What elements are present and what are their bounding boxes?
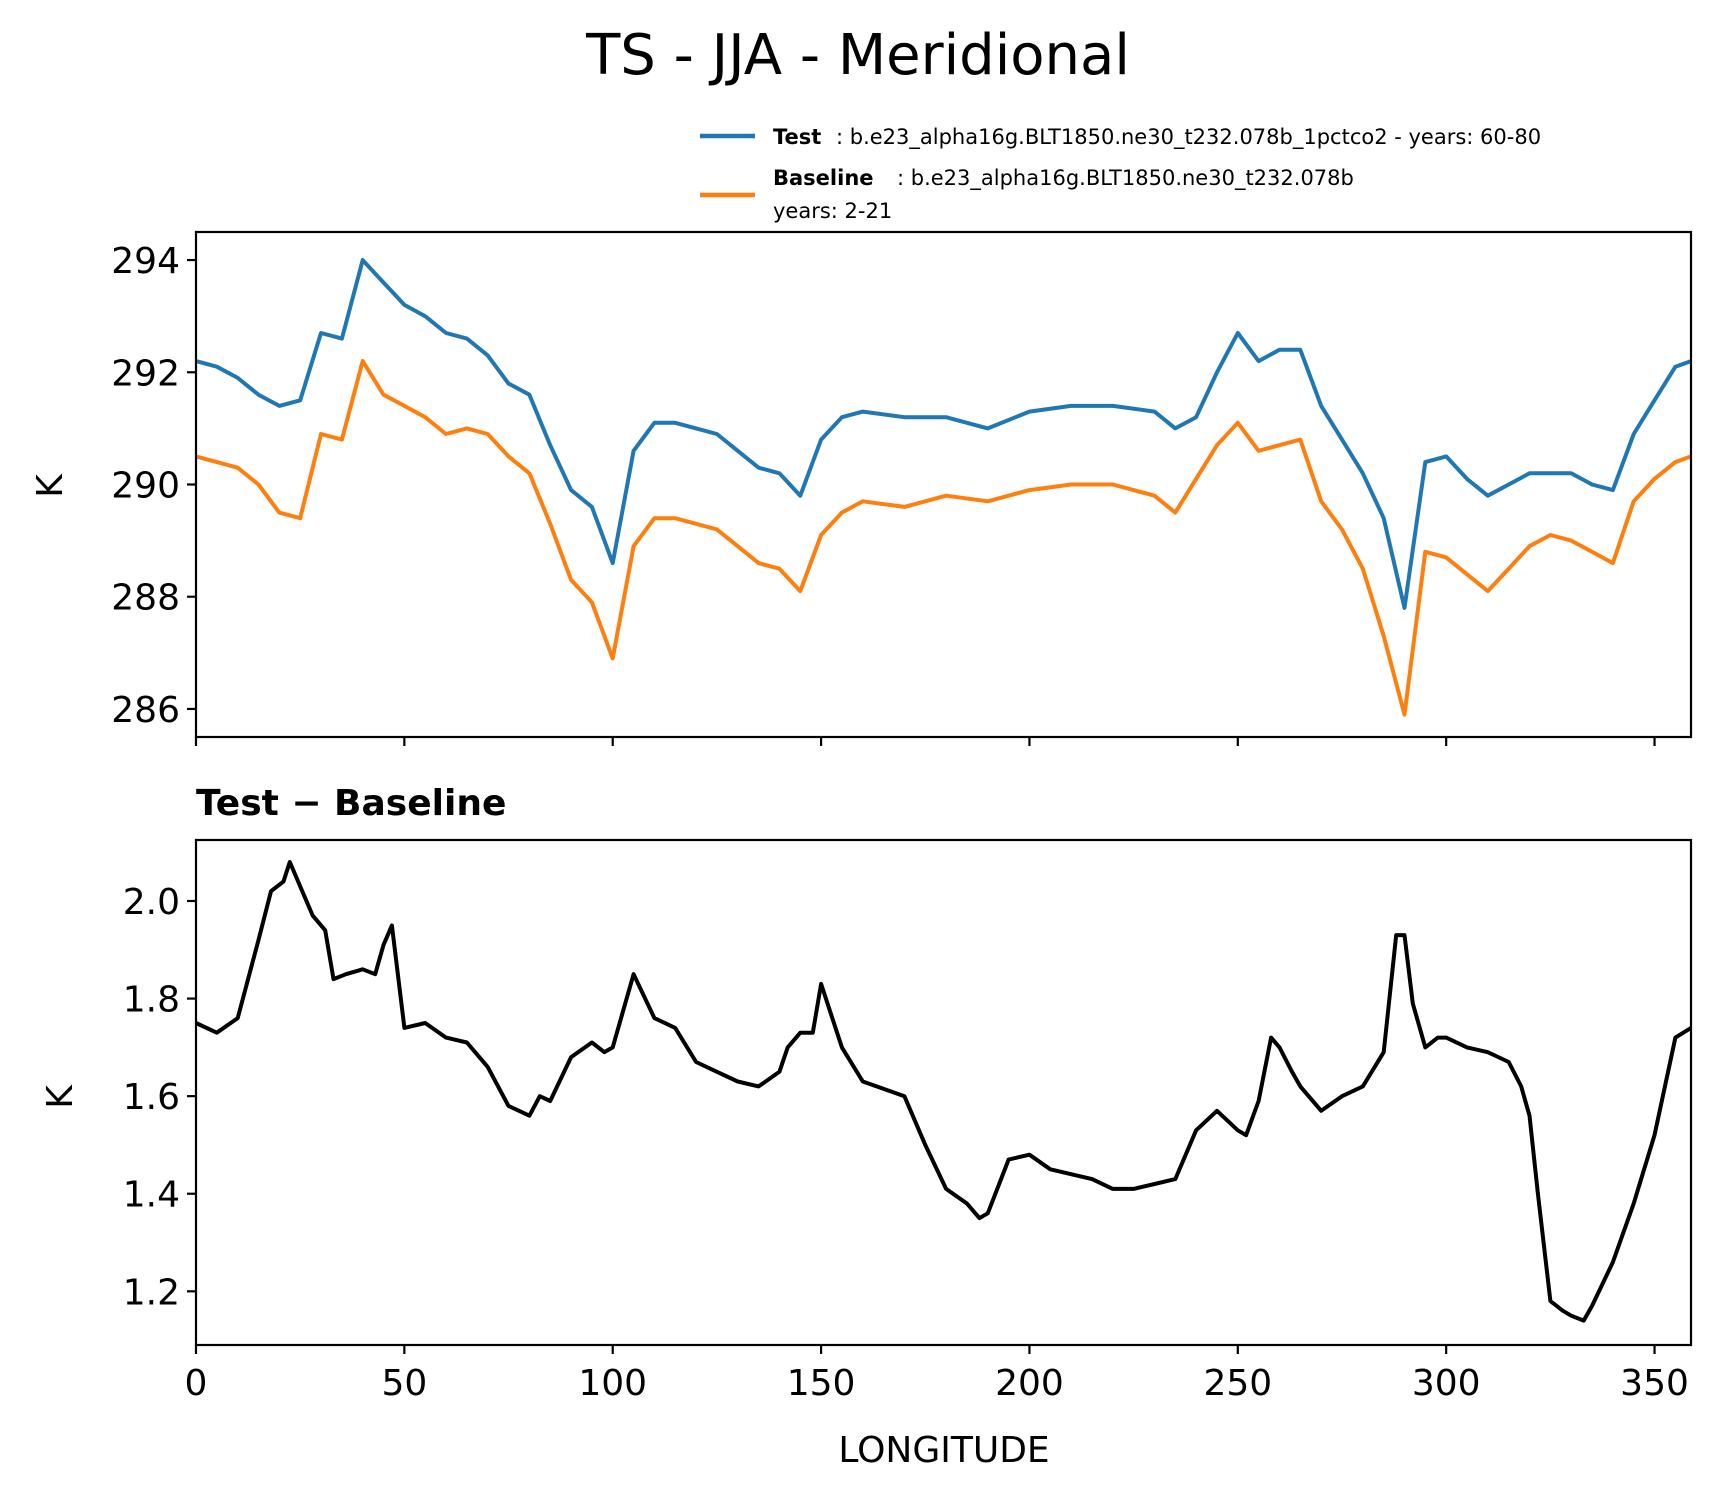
legend-baseline-name: Baseline [773,166,874,190]
bottom-panel: Test − Baseline 1.2 1.4 1.6 1.8 2.0 0 50 100 15… [40,783,1693,1471]
bottom-y-tick-label: 1.8 [123,980,180,1021]
top-y-axis-label: K [30,473,71,498]
bottom-x-tick-label: 250 [1203,1363,1272,1404]
legend-baseline-desc: : b.e23_alpha16g.BLT1850.ne30_t232.078b [897,166,1354,191]
top-y-tick-label: 286 [111,690,180,731]
chart-title: TS - JJA - Meridional [585,23,1130,88]
bottom-x-tick-label: 350 [1620,1363,1689,1404]
bottom-series-test-baseline [195,860,1693,1323]
bottom-y-axis-label: K [40,1084,81,1109]
bottom-y-tick-label: 2.0 [123,882,180,923]
bottom-y-tick-label: 1.6 [123,1077,180,1118]
top-series-test [195,258,1692,610]
top-y-ticks: 286 288 290 292 294 [111,241,196,731]
x-axis-label: LONGITUDE [838,1430,1049,1471]
bottom-x-tick-label: 100 [578,1363,647,1404]
bottom-y-ticks: 1.2 1.4 1.6 1.8 2.0 [123,882,196,1313]
top-x-ticks [194,737,1656,746]
bottom-x-tick-label: 150 [787,1363,856,1404]
top-frame [194,230,1693,739]
top-panel: 286 288 290 292 294 K [30,230,1693,746]
top-series-group [195,258,1692,717]
bottom-y-tick-label: 1.2 [123,1272,180,1313]
legend-baseline-desc2: years: 2-21 [773,199,892,223]
top-y-tick-label: 294 [111,241,180,282]
legend-test-name: Test [773,125,821,149]
legend-test-desc: : b.e23_alpha16g.BLT1850.ne30_t232.078b_… [836,125,1541,150]
top-y-tick-label: 288 [111,578,180,619]
bottom-x-tick-label: 200 [995,1363,1064,1404]
top-y-tick-label: 290 [111,466,180,507]
bottom-x-ticks: 0 50 100 150 200 250 300 350 [185,1345,1689,1404]
bottom-series-group [195,860,1693,1323]
top-y-tick-label: 292 [111,353,180,394]
bottom-x-tick-label: 50 [381,1363,427,1404]
bottom-x-tick-label: 0 [185,1363,208,1404]
bottom-panel-title: Test − Baseline [196,783,506,824]
legend: Test : b.e23_alpha16g.BLT1850.ne30_t232.… [700,125,1541,223]
bottom-frame [194,838,1693,1347]
bottom-y-tick-label: 1.4 [123,1175,180,1216]
bottom-x-tick-label: 300 [1412,1363,1481,1404]
top-series-baseline [195,359,1692,717]
